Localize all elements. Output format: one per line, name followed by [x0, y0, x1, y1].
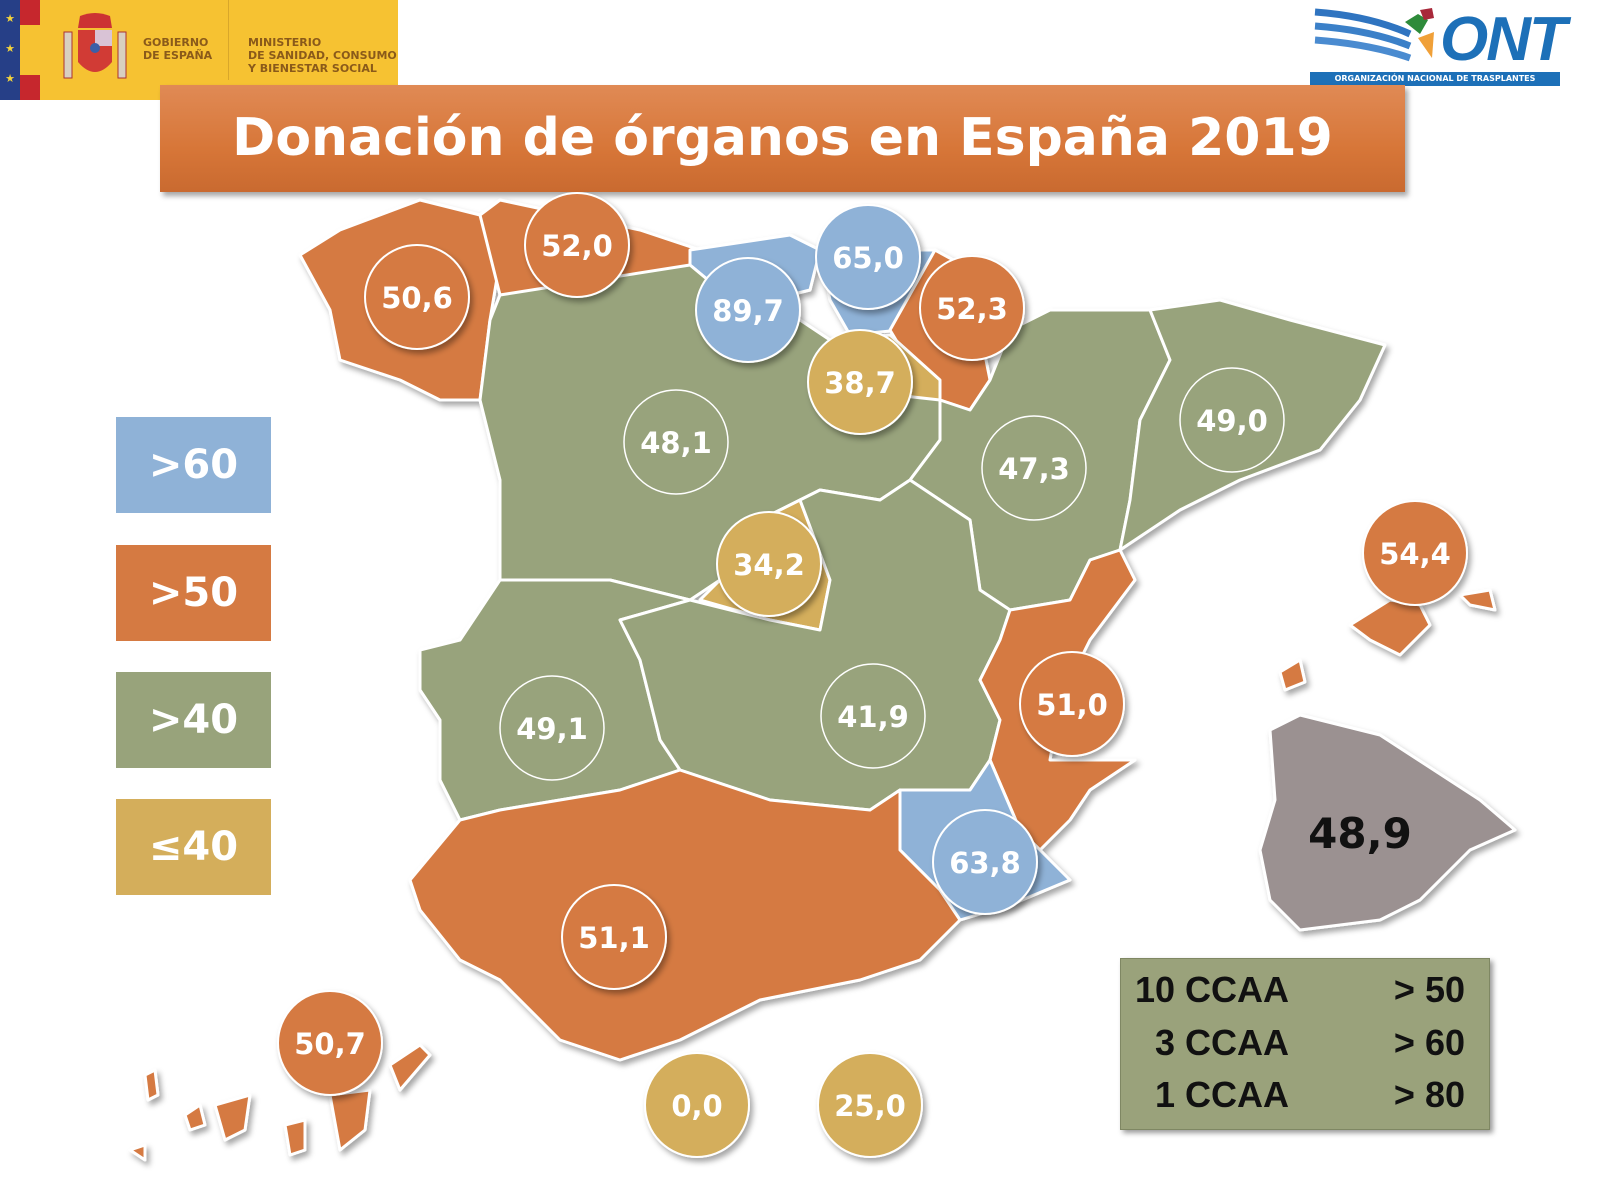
region-canarias — [143, 1068, 160, 1102]
value-circle-melilla — [817, 1052, 923, 1158]
value-circle-galicia — [364, 244, 470, 350]
value-label-baleares: 54,4 — [1379, 537, 1451, 571]
value-circle-navarra — [919, 255, 1025, 361]
value-label-castilla-leon: 48,1 — [640, 426, 712, 460]
national-inset-map — [1258, 713, 1517, 932]
value-label-melilla: 25,0 — [834, 1089, 906, 1123]
ont-logo: ONT ORGANIZACIÓN NACIONAL DE TRASPLANTES — [1310, 4, 1595, 88]
value-label-extremadura: 49,1 — [516, 712, 588, 746]
legend-over-60: >60 — [116, 417, 271, 513]
region-canarias — [388, 1043, 432, 1092]
value-circle-asturias — [524, 192, 630, 298]
value-circle-la-rioja — [807, 329, 913, 435]
region-baleares — [1278, 658, 1307, 692]
value-label-canarias: 50,7 — [294, 1027, 366, 1061]
region-cataluna — [1118, 298, 1387, 552]
value-circle-baleares — [1362, 500, 1468, 606]
value-circle-extremadura — [499, 675, 605, 781]
region-canarias — [183, 1103, 207, 1132]
region-baleares — [1458, 588, 1497, 612]
value-circle-cantabria — [695, 257, 801, 363]
summary-box: 10 CCAA > 50 3 CCAA > 60 1 CCAA > 80 — [1120, 958, 1490, 1130]
value-label-andalucia: 51,1 — [578, 921, 650, 955]
ministry-name: MINISTERIO DE SANIDAD, CONSUMO Y BIENESTAR… — [248, 36, 397, 75]
region-andalucia — [408, 768, 962, 1062]
value-circle-pais-vasco — [815, 204, 921, 310]
value-label-asturias: 52,0 — [541, 229, 613, 263]
value-label-valencia: 51,0 — [1036, 688, 1108, 722]
value-circle-madrid — [716, 511, 822, 617]
legend-over-50: >50 — [116, 545, 271, 641]
value-label-cataluna: 49,0 — [1196, 404, 1268, 438]
value-circle-canarias — [277, 990, 383, 1096]
region-canarias — [283, 1118, 307, 1157]
legend-under-40: ≤40 — [116, 799, 271, 895]
value-label-ceuta: 0,0 — [671, 1089, 722, 1123]
value-label-castilla-la-mancha: 41,9 — [837, 700, 909, 734]
value-circle-cataluna — [1179, 367, 1285, 473]
value-label-pais-vasco: 65,0 — [832, 241, 904, 275]
value-label-navarra: 52,3 — [936, 292, 1008, 326]
value-circle-castilla-la-mancha — [820, 663, 926, 769]
value-circle-andalucia — [561, 884, 667, 990]
summary-row: 10 CCAA > 50 — [1135, 969, 1465, 1010]
legend-over-40: >40 — [116, 672, 271, 768]
national-value: 48,9 — [1308, 809, 1412, 858]
region-baleares — [1348, 598, 1432, 657]
eu-stars-icon: ★ ★ ★ — [0, 0, 20, 100]
spain-flag-icon — [20, 0, 40, 100]
summary-row: 1 CCAA > 80 — [1155, 1074, 1465, 1115]
value-label-galicia: 50,6 — [381, 281, 453, 315]
government-logo: ★ ★ ★ GOBIERNO DE ESPAÑA MINISTERIO DE SANID… — [0, 0, 398, 100]
coat-of-arms-icon — [63, 13, 127, 79]
region-canarias — [328, 1088, 372, 1152]
value-label-la-rioja: 38,7 — [824, 366, 896, 400]
value-circle-aragon — [981, 415, 1087, 521]
ont-emblem-icon — [1314, 8, 1434, 62]
value-label-madrid: 34,2 — [733, 548, 805, 582]
value-circle-castilla-leon — [623, 389, 729, 495]
government-name: GOBIERNO DE ESPAÑA — [143, 36, 213, 62]
page-title: Donación de órganos en España 2019 — [160, 85, 1405, 192]
value-label-aragon: 47,3 — [998, 452, 1070, 486]
value-label-murcia: 63,8 — [949, 846, 1021, 880]
value-circle-valencia — [1019, 651, 1125, 757]
region-canarias — [128, 1143, 147, 1162]
summary-row: 3 CCAA > 60 — [1155, 1022, 1465, 1063]
value-circle-ceuta — [644, 1052, 750, 1158]
value-label-cantabria: 89,7 — [712, 294, 784, 328]
region-canarias — [213, 1093, 252, 1142]
value-circle-murcia — [932, 809, 1038, 915]
